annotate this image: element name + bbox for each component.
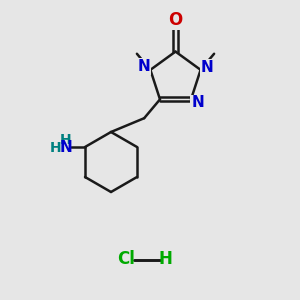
Text: H: H — [60, 133, 72, 146]
Text: H: H — [50, 142, 62, 155]
Text: H: H — [158, 250, 172, 268]
Text: N: N — [137, 59, 150, 74]
Text: N: N — [191, 95, 204, 110]
Text: Cl: Cl — [117, 250, 135, 268]
Text: N: N — [59, 140, 72, 154]
Text: O: O — [168, 11, 183, 29]
Text: N: N — [201, 60, 214, 75]
